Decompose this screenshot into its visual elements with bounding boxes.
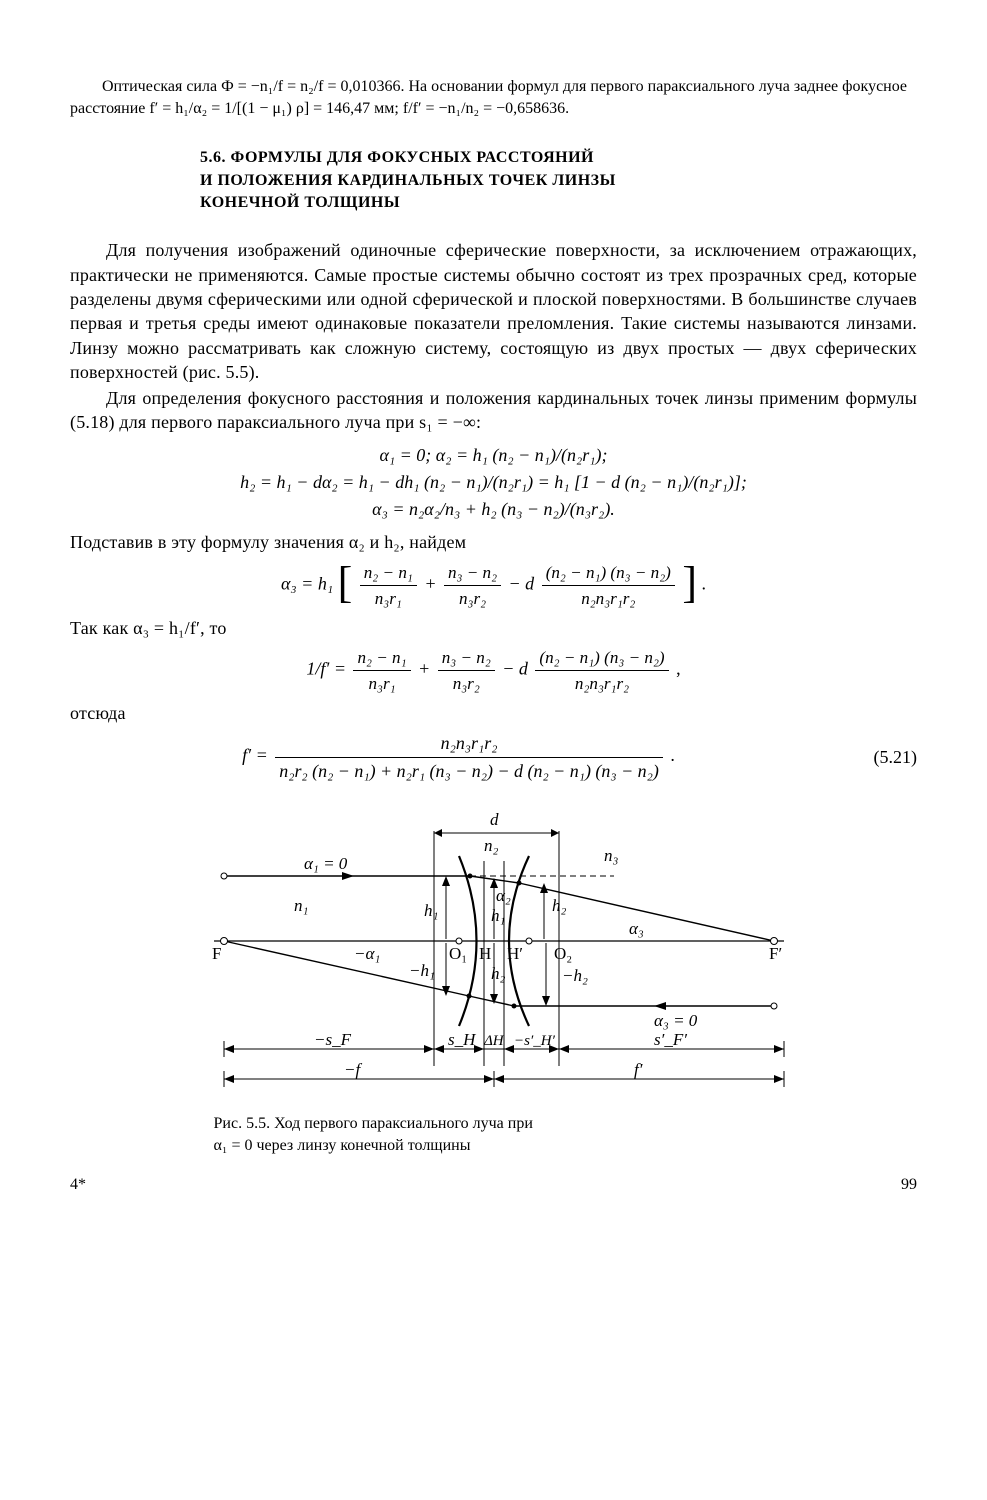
equation-3: 1/f′ = n₂ − n₁ n₃r₁ + n₃ − n₂ n₃r₂ − d (… xyxy=(70,646,917,695)
lbl-mh2: −h₂ xyxy=(562,966,588,985)
lbl-a2: α₂ xyxy=(496,886,511,905)
frac-eq4: n₂n₃r₁r₂ n₂r₂ (n₂ − n₁) + n₂r₁ (n₃ − n₂)… xyxy=(275,731,663,782)
lbl-sH: s_H xyxy=(448,1030,477,1049)
intro-paragraph: Оптическая сила Ф = −n₁/f = n₂/f = 0,010… xyxy=(70,76,917,119)
section-line-1: ФОРМУЛЫ ДЛЯ ФОКУСНЫХ РАССТОЯНИЙ xyxy=(231,149,594,166)
lbl-Fp: F′ xyxy=(769,944,782,963)
eq-1a: α₁ = 0; α₂ = h₁ (n₂ − n₁)/(n₂r₁); xyxy=(70,443,917,468)
equation-number: (5.21) xyxy=(847,745,917,769)
lbl-fp: f′ xyxy=(634,1060,643,1079)
lbl-h1b: h₁ xyxy=(491,906,505,925)
lbl-n1: n₁ xyxy=(294,896,308,915)
frac-a: n₂ − n₁ n₃r₁ xyxy=(360,561,417,610)
eq-1b: h₂ = h₁ − dα₂ = h₁ − dh₁ (n₂ − n₁)/(n₂r₁… xyxy=(70,470,917,495)
signature-mark: 4* xyxy=(70,1174,86,1196)
body-para-4: Так как α₃ = h₁/f′, то xyxy=(70,616,917,640)
lbl-Hp: H′ xyxy=(507,944,523,963)
equation-2: α₃ = h₁ [ n₂ − n₁ n₃r₁ + n₃ − n₂ n₃r₂ − … xyxy=(70,561,917,610)
section-line-2: И ПОЛОЖЕНИЯ КАРДИНАЛЬНЫХ ТОЧЕК ЛИНЗЫ xyxy=(200,172,616,189)
section-heading: 5.6. ФОРМУЛЫ ДЛЯ ФОКУСНЫХ РАССТОЯНИЙ И П… xyxy=(200,147,917,214)
lbl-F: F xyxy=(212,944,221,963)
frac-a2: n₂ − n₁ n₃r₁ xyxy=(353,646,410,695)
body-para-5: отсюда xyxy=(70,701,917,725)
eq2-lead: α₃ = h₁ xyxy=(281,573,333,593)
lbl-mf: −f xyxy=(344,1060,362,1079)
body-para-3: Подставив в эту формулу значения α₂ и h₂… xyxy=(70,530,917,554)
page-footer: 4* 99 xyxy=(70,1174,917,1196)
body-para-1: Для получения изображений одиночные сфер… xyxy=(70,238,917,384)
lens-diagram: d α₁ = 0 n₂ n xyxy=(184,801,804,1101)
lbl-a3: α₃ xyxy=(629,919,644,938)
lbl-dH: ΔH xyxy=(483,1033,505,1049)
lbl-n3: n₃ xyxy=(604,846,619,865)
frac-c2: (n₂ − n₁) (n₃ − n₂) n₂n₃r₁r₂ xyxy=(535,646,668,695)
equation-4: f′ = n₂n₃r₁r₂ n₂r₂ (n₂ − n₁) + n₂r₁ (n₃ … xyxy=(70,731,917,782)
lbl-a3z: α₃ = 0 xyxy=(654,1011,698,1030)
lbl-h2a: h₂ xyxy=(552,896,567,915)
frac-c: (n₂ − n₁) (n₃ − n₂) n₂n₃r₁r₂ xyxy=(542,561,675,610)
figure-5-5: d α₁ = 0 n₂ n xyxy=(184,801,804,1156)
lbl-O1: O₁ xyxy=(449,944,467,963)
eq4-tail: . xyxy=(670,745,675,765)
body-para-2: Для определения фокусного расстояния и п… xyxy=(70,386,917,435)
figcap-line-1: Рис. 5.5. Ход первого параксиального луч… xyxy=(214,1115,533,1132)
figure-caption: Рис. 5.5. Ход первого параксиального луч… xyxy=(214,1113,774,1156)
lbl-msF: −s_F xyxy=(314,1030,352,1049)
eq3-lead: 1/f′ = xyxy=(306,659,350,679)
eq-1c: α₃ = n₂α₂/n₃ + h₂ (n₃ − n₂)/(n₃r₂). xyxy=(70,497,917,522)
lbl-H: H xyxy=(479,944,491,963)
lbl-ma1: −α₁ xyxy=(354,944,380,963)
lbl-n2: n₂ xyxy=(484,836,499,855)
frac-b2: n₃ − n₂ n₃r₂ xyxy=(438,646,495,695)
frac-b: n₃ − n₂ n₃r₂ xyxy=(444,561,501,610)
lbl-O2: O₂ xyxy=(554,944,572,963)
eq3-tail: , xyxy=(676,659,681,679)
page-number: 99 xyxy=(901,1174,917,1196)
section-number: 5.6. xyxy=(200,149,226,166)
lbl-mh1: −h₁ xyxy=(409,961,435,980)
lbl-h1a: h₁ xyxy=(424,901,438,920)
lbl-d: d xyxy=(490,810,499,829)
lbl-sFp: s′_F′ xyxy=(654,1030,687,1049)
lbl-a1z: α₁ = 0 xyxy=(304,854,348,873)
equation-block-1: α₁ = 0; α₂ = h₁ (n₂ − n₁)/(n₂r₁); h₂ = h… xyxy=(70,443,917,523)
lbl-h2b: h₂ xyxy=(491,964,506,983)
figcap-line-2: α₁ = 0 через линзу конечной толщины xyxy=(214,1137,471,1154)
section-line-3: КОНЕЧНОЙ ТОЛЩИНЫ xyxy=(200,194,400,211)
eq4-lead: f′ = xyxy=(242,745,272,765)
lbl-sHp: −s′_H′ xyxy=(514,1033,556,1049)
